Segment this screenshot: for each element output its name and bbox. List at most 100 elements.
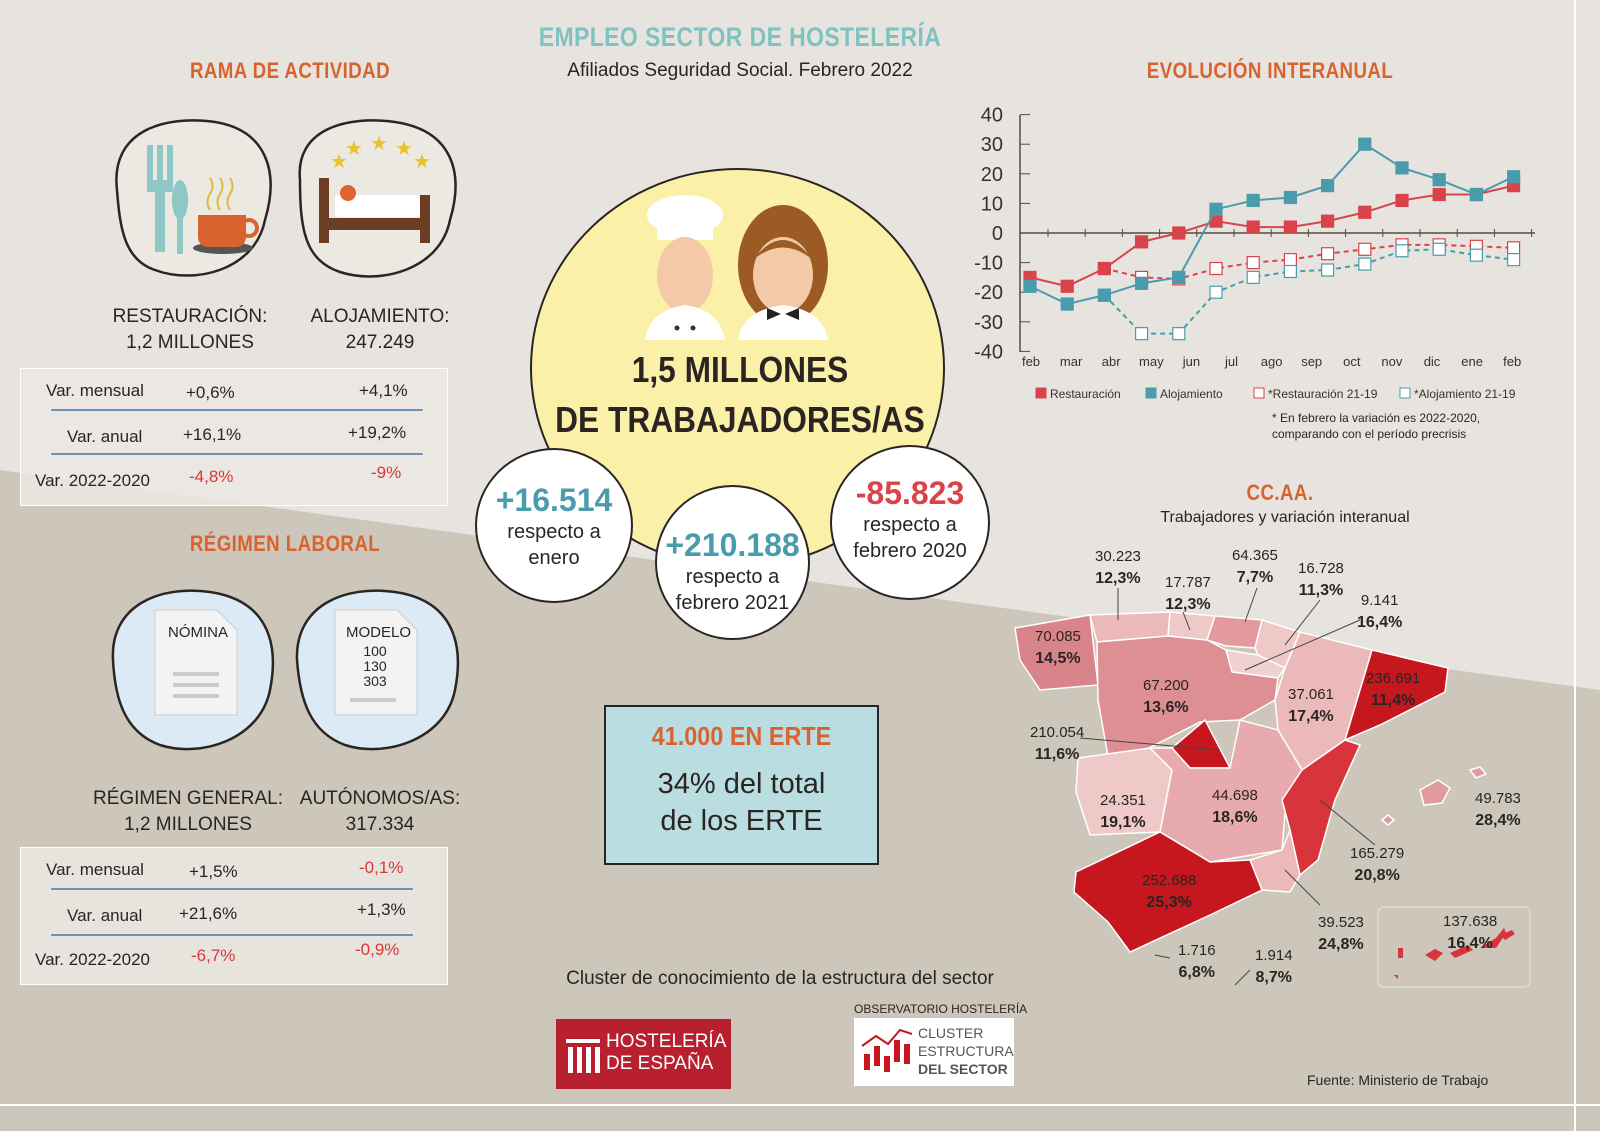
main-title: EMPLEO SECTOR DE HOSTELERÍA bbox=[538, 22, 942, 52]
region-workers: 44.698 bbox=[1212, 787, 1258, 804]
logo-text: DE ESPAÑA bbox=[606, 1053, 714, 1074]
data-point bbox=[1320, 214, 1335, 228]
data-point bbox=[1209, 261, 1223, 276]
y-tick-label: 30 bbox=[981, 134, 1003, 156]
region-label: 210.054 11,6% bbox=[1030, 722, 1084, 766]
data-point bbox=[1395, 161, 1409, 175]
x-tick-label: jun bbox=[1182, 354, 1200, 369]
data-point bbox=[1395, 193, 1409, 208]
region-workers: 9.141 bbox=[1360, 592, 1399, 609]
region-variation: 12,3% bbox=[1095, 570, 1141, 587]
legend-swatch bbox=[1253, 387, 1265, 399]
bubble-text: respecto a bbox=[685, 566, 780, 588]
region-label: 70.085 14,5% bbox=[1035, 626, 1081, 670]
data-point bbox=[1320, 263, 1335, 277]
y-tick-label: 0 bbox=[992, 223, 1003, 245]
region-pais-vasco bbox=[1206, 615, 1263, 649]
subtitle: Afiliados Seguridad Social. Febrero 2022 bbox=[567, 60, 913, 81]
data-point bbox=[1358, 137, 1372, 151]
headline: 1,5 MILLONES DE TRABAJADORES/AS bbox=[520, 345, 960, 445]
bubble-text: febrero 2020 bbox=[853, 540, 967, 562]
data-point bbox=[1283, 264, 1298, 279]
restauracion-label: RESTAURACIÓN: 1,2 MILLONES bbox=[100, 304, 280, 356]
y-tick-label: 20 bbox=[981, 164, 1003, 186]
region-variation: 13,6% bbox=[1143, 699, 1189, 716]
alojamiento-cell: +4,1% bbox=[359, 381, 408, 400]
region-label: 1.914 8,7% bbox=[1255, 945, 1293, 989]
bubble-value: -85.823 bbox=[855, 475, 965, 511]
region-workers: 236.691 bbox=[1366, 670, 1421, 687]
region-label: 165.279 20,8% bbox=[1350, 843, 1404, 887]
restauracion-cell: +0,6% bbox=[186, 383, 235, 402]
data-point bbox=[1246, 193, 1260, 208]
chart-title: EVOLUCIÓN INTERANUAL bbox=[1146, 58, 1394, 83]
row-label: Var. 2022-2020 bbox=[35, 950, 150, 969]
region-variation: 14,5% bbox=[1035, 650, 1081, 667]
row-label: Var. mensual bbox=[46, 860, 144, 879]
bubble-febrero-2021: +210.188 respecto a febrero 2021 bbox=[655, 485, 810, 640]
svg-text:★: ★ bbox=[395, 138, 413, 160]
general-cell: +1,5% bbox=[189, 862, 238, 881]
y-tick-label: 40 bbox=[981, 105, 1003, 127]
legend-label: *Restauración 21-19 bbox=[1268, 387, 1378, 401]
data-point bbox=[1395, 244, 1409, 258]
erte-title: 41.000 EN ERTE bbox=[651, 721, 832, 751]
data-point bbox=[1246, 270, 1260, 284]
x-tick-label: dic bbox=[1424, 354, 1441, 369]
region-label: 44.698 18,6% bbox=[1212, 785, 1258, 829]
region-cataluna bbox=[1343, 649, 1449, 742]
region-workers: 24.351 bbox=[1100, 792, 1146, 809]
modelo-line: 130 bbox=[363, 658, 387, 674]
hotel-bed-icon: ★★ ★ ★★ bbox=[298, 119, 457, 278]
general-title: RÉGIMEN GENERAL: bbox=[92, 788, 284, 809]
headline-line2: DE TRABAJADORES/AS bbox=[555, 399, 925, 440]
region-workers: 39.523 bbox=[1318, 914, 1364, 931]
region-variation: 19,1% bbox=[1100, 814, 1146, 831]
region-variation: 11,6% bbox=[1034, 746, 1080, 763]
evolution-chart: 40 30 20 10 0 -10 -20 -30 -40 feb mar abr may jun jul a… bbox=[974, 105, 1535, 401]
data-point bbox=[1283, 190, 1298, 205]
logo-text: CLUSTER bbox=[918, 1025, 984, 1041]
region-workers: 165.279 bbox=[1350, 845, 1405, 862]
data-point bbox=[1432, 173, 1446, 187]
ccaa-subtitle: Trabajadores y variación interanual bbox=[1160, 509, 1410, 526]
cluster-text: Cluster de conocimiento de la estructura… bbox=[566, 968, 994, 989]
data-point bbox=[1097, 288, 1112, 302]
region-variation: 7,7% bbox=[1236, 569, 1274, 586]
data-point bbox=[1358, 242, 1372, 256]
workers-illustration bbox=[645, 195, 828, 340]
x-tick-label: nov bbox=[1381, 354, 1402, 369]
row-label: Var. mensual bbox=[46, 381, 144, 400]
general-value: 1,2 MILLONES bbox=[124, 814, 252, 835]
svg-text:★: ★ bbox=[330, 151, 348, 173]
logo-text: HOSTELERÍA bbox=[606, 1031, 727, 1052]
data-point bbox=[1023, 279, 1037, 293]
bubble-text: respecto a bbox=[507, 521, 601, 543]
region-workers: 252.688 bbox=[1142, 872, 1197, 889]
data-point bbox=[1506, 170, 1521, 184]
source: Fuente: Ministerio de Trabajo bbox=[1307, 1072, 1489, 1088]
data-point bbox=[1506, 253, 1521, 267]
region-workers: 70.085 bbox=[1035, 628, 1081, 645]
region-label: 137.638 16,4% bbox=[1443, 911, 1497, 955]
region-label: 67.200 13,6% bbox=[1143, 675, 1189, 719]
rama-title: RAMA DE ACTIVIDAD bbox=[189, 58, 391, 83]
general-cell: -6,7% bbox=[191, 946, 236, 965]
nomina-doc-label: NÓMINA bbox=[168, 624, 228, 641]
svg-text:★: ★ bbox=[345, 138, 363, 160]
restauracion-title: RESTAURACIÓN: bbox=[112, 306, 268, 327]
region-variation: 12,3% bbox=[1165, 596, 1211, 613]
region-label: 24.351 19,1% bbox=[1100, 790, 1146, 834]
bubble-febrero-2020: -85.823 respecto a febrero 2020 bbox=[830, 445, 990, 600]
data-point bbox=[1358, 205, 1372, 219]
ccaa-title: CC.AA. bbox=[1246, 480, 1314, 505]
x-tick-label: feb bbox=[1503, 354, 1521, 369]
erte-line2: de los ERTE bbox=[660, 805, 823, 837]
autonomos-cell: -0,9% bbox=[355, 940, 400, 959]
rama-table: Var. mensual +0,6% +4,1% Var. anual +16,1% +… bbox=[20, 368, 448, 506]
region-label: 236.691 11,4% bbox=[1366, 668, 1420, 712]
y-tick-label: -20 bbox=[974, 282, 1003, 304]
hosteleria-espana-logo: HOSTELERÍA DE ESPAÑA bbox=[556, 1019, 731, 1089]
legend-swatch bbox=[1145, 387, 1157, 399]
region-workers: 210.054 bbox=[1030, 724, 1085, 741]
